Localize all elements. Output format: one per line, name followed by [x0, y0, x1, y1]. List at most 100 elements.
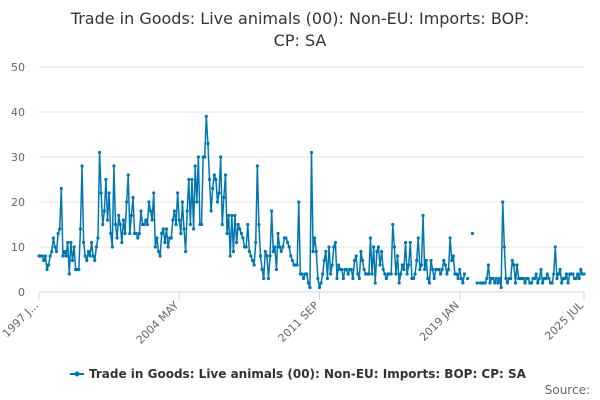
- data-point[interactable]: [372, 245, 376, 249]
- data-point[interactable]: [125, 200, 129, 204]
- data-point[interactable]: [419, 263, 424, 267]
- data-point[interactable]: [58, 227, 62, 231]
- data-point[interactable]: [129, 213, 134, 218]
- data-point[interactable]: [112, 164, 116, 168]
- data-point[interactable]: [440, 267, 444, 272]
- data-point[interactable]: [48, 254, 52, 258]
- data-point[interactable]: [403, 240, 408, 245]
- data-point[interactable]: [171, 218, 175, 222]
- data-point[interactable]: [330, 263, 334, 267]
- data-point[interactable]: [222, 195, 226, 200]
- data-point[interactable]: [399, 272, 403, 276]
- data-point[interactable]: [107, 191, 111, 195]
- data-point[interactable]: [257, 222, 261, 227]
- data-point[interactable]: [448, 236, 452, 240]
- data-point[interactable]: [537, 276, 541, 281]
- data-point[interactable]: [83, 254, 87, 258]
- data-point[interactable]: [485, 276, 489, 281]
- data-point[interactable]: [486, 263, 490, 267]
- data-point[interactable]: [69, 240, 73, 245]
- data-point[interactable]: [54, 249, 59, 254]
- data-point[interactable]: [136, 236, 140, 240]
- data-point[interactable]: [560, 281, 564, 285]
- data-point[interactable]: [215, 200, 220, 204]
- data-point[interactable]: [187, 177, 191, 182]
- data-point[interactable]: [262, 276, 266, 281]
- data-point[interactable]: [230, 213, 234, 218]
- data-point[interactable]: [50, 249, 54, 254]
- data-point[interactable]: [239, 231, 243, 236]
- data-point[interactable]: [383, 272, 387, 276]
- data-point[interactable]: [214, 177, 218, 182]
- data-point[interactable]: [290, 258, 294, 263]
- data-point[interactable]: [362, 267, 366, 272]
- data-point[interactable]: [250, 258, 255, 263]
- data-point[interactable]: [279, 249, 283, 254]
- data-point[interactable]: [450, 258, 454, 263]
- data-point[interactable]: [144, 218, 148, 222]
- data-point[interactable]: [483, 281, 487, 285]
- data-point[interactable]: [297, 200, 301, 204]
- data-point[interactable]: [131, 195, 135, 200]
- data-point[interactable]: [400, 263, 404, 267]
- data-point[interactable]: [188, 222, 192, 227]
- data-point[interactable]: [61, 254, 65, 258]
- data-point[interactable]: [415, 258, 419, 263]
- data-point[interactable]: [424, 258, 428, 263]
- data-point[interactable]: [370, 272, 374, 276]
- data-point[interactable]: [155, 236, 159, 240]
- data-point[interactable]: [446, 267, 451, 272]
- data-point[interactable]: [199, 222, 204, 227]
- data-point[interactable]: [180, 200, 185, 204]
- data-point[interactable]: [521, 276, 526, 281]
- data-point[interactable]: [102, 209, 106, 213]
- data-point[interactable]: [86, 249, 90, 254]
- data-point[interactable]: [301, 276, 306, 281]
- data-point[interactable]: [536, 281, 540, 285]
- data-point[interactable]: [225, 231, 229, 236]
- data-point[interactable]: [252, 263, 256, 267]
- data-point[interactable]: [177, 218, 181, 222]
- data-point[interactable]: [244, 245, 248, 249]
- data-point[interactable]: [306, 281, 310, 285]
- data-point[interactable]: [77, 267, 81, 272]
- data-point[interactable]: [231, 249, 236, 254]
- data-point[interactable]: [540, 281, 545, 285]
- data-point[interactable]: [217, 191, 221, 195]
- data-point[interactable]: [270, 209, 274, 213]
- data-point[interactable]: [40, 254, 44, 258]
- data-point[interactable]: [227, 213, 231, 218]
- data-point[interactable]: [574, 276, 578, 281]
- data-point[interactable]: [325, 276, 330, 281]
- data-point[interactable]: [281, 245, 285, 249]
- data-point[interactable]: [405, 272, 409, 276]
- data-point[interactable]: [164, 227, 169, 231]
- data-point[interactable]: [505, 281, 510, 285]
- data-point[interactable]: [423, 267, 427, 272]
- data-point[interactable]: [493, 281, 497, 285]
- data-point[interactable]: [94, 245, 98, 249]
- data-point[interactable]: [513, 281, 518, 285]
- data-point[interactable]: [394, 272, 398, 276]
- data-point[interactable]: [454, 272, 459, 276]
- data-point[interactable]: [238, 227, 242, 231]
- data-point[interactable]: [147, 200, 151, 204]
- data-point[interactable]: [416, 236, 420, 240]
- data-point[interactable]: [123, 231, 127, 236]
- data-point[interactable]: [64, 254, 68, 258]
- data-point[interactable]: [381, 267, 385, 272]
- data-point[interactable]: [380, 249, 384, 254]
- data-point[interactable]: [336, 263, 341, 267]
- data-point[interactable]: [488, 281, 492, 285]
- data-point[interactable]: [322, 258, 326, 263]
- data-point[interactable]: [139, 209, 143, 213]
- data-point[interactable]: [176, 191, 180, 195]
- data-point[interactable]: [555, 276, 559, 281]
- data-point[interactable]: [273, 245, 277, 249]
- data-point[interactable]: [544, 276, 548, 281]
- data-point[interactable]: [443, 263, 447, 267]
- data-point[interactable]: [204, 114, 208, 119]
- data-point[interactable]: [117, 213, 121, 218]
- data-point[interactable]: [321, 272, 325, 276]
- data-point[interactable]: [579, 267, 583, 272]
